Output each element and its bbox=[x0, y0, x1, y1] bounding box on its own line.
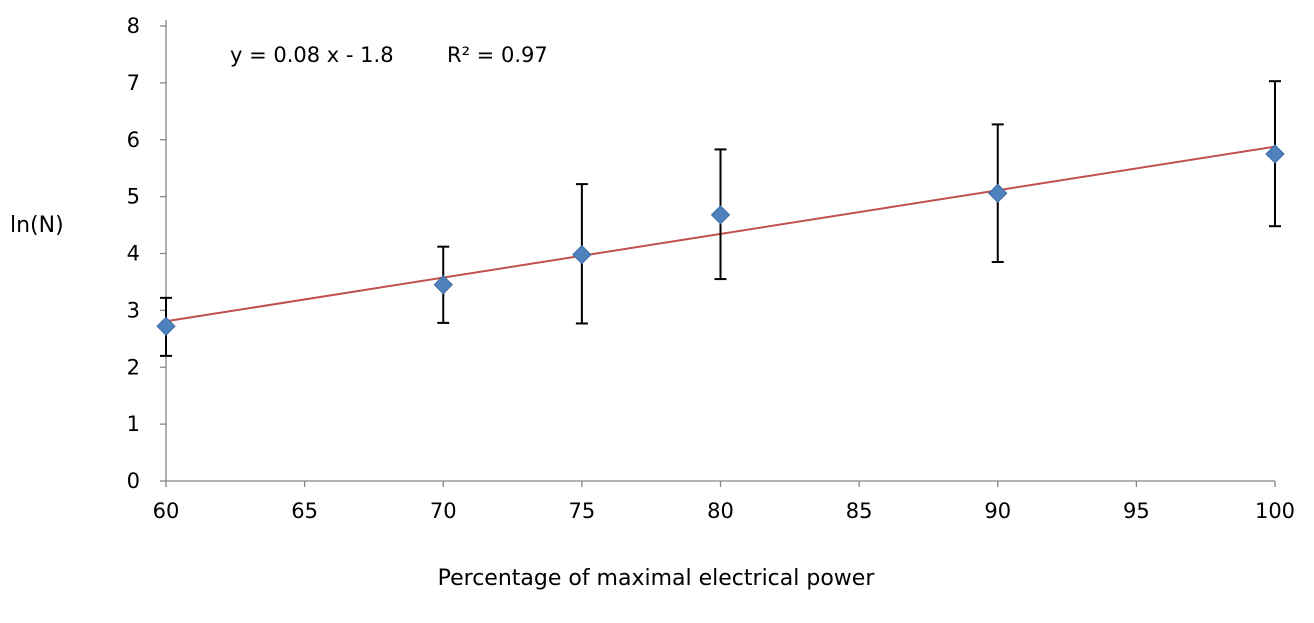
y-tick-label: 6 bbox=[127, 128, 140, 152]
y-tick-label: 2 bbox=[127, 355, 140, 379]
data-point bbox=[433, 275, 453, 295]
x-tick-label: 95 bbox=[1123, 499, 1150, 523]
x-tick-label: 100 bbox=[1255, 499, 1295, 523]
y-tick-label: 1 bbox=[127, 412, 140, 436]
x-axis-title: Percentage of maximal electrical power bbox=[438, 566, 876, 591]
data-point bbox=[710, 205, 731, 225]
axes: 0 1 2 3 4 5 6 7 8 60 65 70 75 80 85 90 95 100 bbox=[127, 14, 1295, 523]
x-tick-label: 60 bbox=[153, 499, 180, 523]
trendline-r2: R² = 0.97 bbox=[447, 43, 548, 67]
x-tick-label: 90 bbox=[984, 499, 1011, 523]
trendline-equation: y = 0.08 x - 1.8 bbox=[230, 43, 394, 67]
data-point bbox=[572, 244, 592, 265]
y-tick-label: 3 bbox=[127, 298, 140, 322]
y-tick-label: 0 bbox=[127, 469, 140, 493]
data-point bbox=[988, 183, 1008, 203]
x-tick-label: 65 bbox=[291, 499, 318, 523]
y-tick-label: 4 bbox=[127, 242, 140, 266]
data-point bbox=[156, 316, 176, 337]
y-tick-label: 8 bbox=[127, 14, 140, 38]
x-tick-label: 75 bbox=[569, 499, 596, 523]
data-points bbox=[156, 144, 1285, 337]
y-tick-label: 5 bbox=[127, 185, 140, 209]
x-tick-label: 70 bbox=[430, 499, 457, 523]
data-point bbox=[1265, 144, 1285, 164]
labels: y = 0.08 x - 1.8 R² = 0.97 ln(N) Percent… bbox=[10, 43, 875, 591]
x-tick-label: 85 bbox=[846, 499, 873, 523]
y-axis-title: ln(N) bbox=[10, 213, 64, 238]
y-tick-label: 7 bbox=[127, 71, 140, 95]
x-tick-label: 80 bbox=[707, 499, 734, 523]
